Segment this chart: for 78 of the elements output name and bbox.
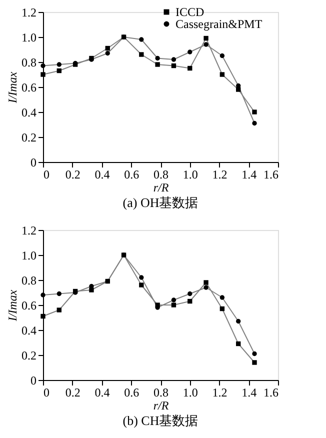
point — [56, 291, 62, 296]
text: (b) CH基数据 — [122, 413, 198, 428]
x-tick-label: 1.2 — [212, 168, 228, 182]
x-tick-label: 0.2 — [65, 168, 80, 182]
y-tick-label: 0.2 — [22, 348, 36, 362]
y-tick-label: 1.2 — [22, 6, 36, 20]
point — [171, 298, 176, 302]
x-tick-label: 1.0 — [182, 386, 198, 400]
x-tick-label: 1.4 — [242, 168, 257, 182]
y-tick-label: 1.0 — [22, 30, 36, 44]
point — [155, 56, 160, 61]
point — [204, 280, 208, 285]
point — [40, 292, 46, 298]
point — [204, 285, 208, 290]
y-tick-label: 0 — [30, 156, 36, 170]
point — [171, 302, 176, 308]
point — [40, 63, 46, 68]
y-tick-label: 0.2 — [22, 130, 36, 144]
point — [220, 72, 225, 77]
point — [236, 318, 241, 324]
x-tick-label: 0.6 — [124, 386, 140, 400]
point — [40, 314, 46, 319]
x-tick-label: 1.2 — [212, 386, 228, 400]
x-tick-label: 1.0 — [182, 168, 198, 182]
x-tick-label: 0.6 — [124, 168, 140, 182]
x-tick-label: 1.6 — [264, 386, 278, 400]
point — [139, 37, 144, 42]
y-tick-label: 0.8 — [22, 274, 36, 288]
point — [40, 72, 46, 77]
x-tick-label: 0.8 — [154, 386, 168, 400]
point — [204, 36, 208, 41]
y-tick-label: 0.4 — [22, 324, 36, 338]
point — [220, 53, 225, 58]
point — [204, 42, 208, 47]
y-tick-label: 1.0 — [22, 248, 36, 262]
point — [171, 57, 176, 62]
point — [188, 298, 192, 304]
x-tick-label: 0 — [44, 168, 50, 182]
point — [252, 360, 257, 365]
y-tick-label: 0.6 — [22, 80, 36, 94]
x-tick-label: 1.6 — [264, 168, 278, 182]
point — [220, 295, 225, 300]
y-tick-label: 0.8 — [22, 56, 36, 70]
point — [252, 110, 257, 114]
x-tick-label: 0 — [44, 386, 50, 400]
x-tick-label: 0.4 — [94, 386, 110, 400]
y-tick-label: 0 — [30, 374, 36, 388]
point — [188, 66, 192, 71]
point — [56, 308, 62, 312]
point — [155, 62, 160, 67]
point — [56, 62, 62, 67]
y-tick-label: 0.4 — [22, 106, 36, 120]
point — [236, 341, 241, 346]
y-axis-title: I/Imax — [6, 289, 20, 322]
x-axis-title: r/R — [153, 398, 170, 412]
point — [139, 52, 144, 57]
point — [139, 275, 144, 280]
point — [252, 120, 257, 126]
y-axis-title: I/Imax — [6, 71, 20, 104]
text: (a) OH基数据 — [122, 195, 198, 210]
x-tick-label: 0.2 — [65, 386, 80, 400]
point — [252, 351, 257, 356]
legend-label: Cassegrain&PMT — [176, 17, 263, 31]
legend-label: ICCD — [176, 5, 205, 19]
point — [105, 50, 110, 56]
x-tick-label: 1.4 — [242, 386, 257, 400]
y-tick-label: 0.6 — [22, 298, 36, 312]
point — [171, 63, 176, 68]
point — [56, 68, 62, 74]
point — [139, 282, 144, 288]
x-tick-label: 0.4 — [94, 168, 110, 182]
x-tick-label: 0.8 — [154, 168, 168, 182]
point — [105, 46, 110, 51]
point — [188, 291, 192, 296]
point — [220, 306, 225, 312]
y-tick-label: 1.2 — [22, 224, 36, 238]
point — [188, 50, 192, 54]
x-axis-title: r/R — [153, 180, 170, 194]
